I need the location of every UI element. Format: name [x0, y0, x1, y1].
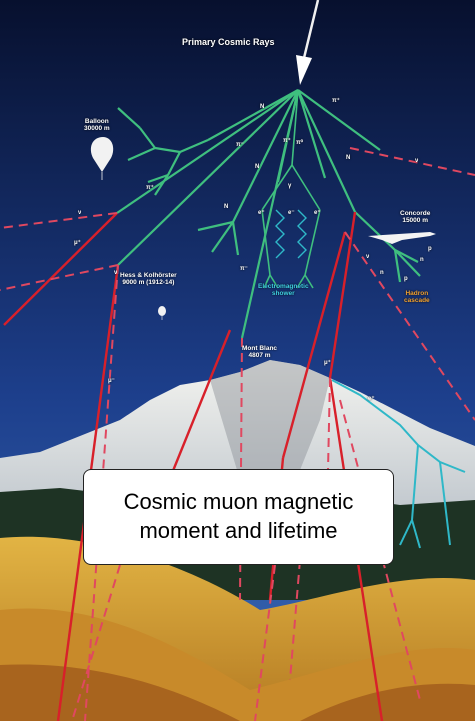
neutron-symbol: n	[420, 257, 424, 263]
hadron-track	[147, 173, 169, 184]
electron-plus-symbol: e⁺	[258, 210, 265, 216]
electron-track	[439, 461, 451, 546]
caption-box: Cosmic muon magnetic moment and lifetime	[83, 469, 394, 565]
hadron-track	[167, 151, 181, 176]
hadron-track	[296, 89, 327, 179]
nucleon-symbol: N	[260, 104, 265, 110]
ground-layer-lower-right	[300, 683, 475, 721]
em-track	[269, 274, 279, 289]
caption-text: Cosmic muon magnetic moment and lifetime	[123, 489, 354, 543]
hadron-track	[354, 211, 396, 251]
hadron-track	[179, 138, 209, 154]
electron-track	[399, 519, 413, 546]
electromagnetic-shower-label: Electromagnetic shower	[258, 283, 309, 298]
em-track	[261, 164, 293, 211]
em-zigzag	[275, 209, 285, 259]
hadron-track	[394, 249, 421, 277]
nucleon-symbol: N	[224, 204, 229, 210]
hadron-track	[211, 221, 234, 253]
electromagnetic-shower-tracks	[261, 89, 321, 289]
hadron-track	[297, 89, 381, 151]
hadron-track	[154, 146, 181, 154]
pion-minus-symbol: π⁻	[240, 266, 248, 272]
neutrino-symbol: ν	[78, 210, 82, 216]
pion-minus-symbol: π⁻	[236, 142, 244, 148]
nucleon-symbol: N	[255, 164, 260, 170]
hadron-track	[231, 221, 240, 256]
pion-plus-symbol: π⁺	[332, 98, 340, 104]
proton-symbol: p	[428, 246, 432, 252]
hadron-track	[394, 249, 419, 263]
hadron-cascade-label: Hadron cascade	[404, 290, 430, 305]
balloon-label: Balloon 30000 m	[84, 118, 110, 133]
pion-plus-symbol: π⁺	[146, 185, 154, 191]
em-track	[304, 209, 321, 276]
hadron-track	[139, 127, 156, 149]
neutrino-track	[327, 377, 331, 471]
hadron-track	[393, 249, 402, 283]
proton-symbol: p	[404, 276, 408, 282]
balloon-hess-icon	[158, 306, 166, 320]
primary-cosmic-ray-arrowhead	[296, 55, 312, 85]
hadron-track	[116, 89, 299, 214]
neutrino-symbol: ν	[415, 158, 419, 164]
electron-plus-symbol: e⁺	[368, 396, 375, 402]
mont-blanc-label: Mont Blanc 4807 m	[242, 345, 278, 360]
hadron-track	[127, 146, 156, 162]
hess-kolhorster-label: Hess & Kolhörster 9000 m (1912-14)	[120, 272, 177, 287]
muon-minus-symbol: μ⁻	[108, 378, 115, 384]
muon-track	[3, 212, 118, 326]
neutrino-symbol: ν	[114, 270, 118, 276]
pion-plus-symbol: π⁺	[283, 138, 291, 144]
electron-shower-tracks	[331, 379, 466, 549]
hadron-track	[207, 89, 299, 141]
neutrino-track	[0, 264, 119, 291]
em-track	[261, 209, 271, 276]
muon-plus-symbol: μ⁺	[74, 240, 81, 246]
em-shower-zigzags	[275, 209, 307, 259]
hadron-track	[297, 89, 356, 213]
em-zigzag	[297, 209, 307, 259]
nucleon-symbol: N	[346, 155, 351, 161]
neutron-symbol: n	[380, 270, 384, 276]
electron-track	[411, 444, 419, 521]
hadron-track	[197, 220, 234, 232]
em-track	[291, 89, 299, 166]
muon-plus-symbol: μ⁺	[324, 360, 331, 366]
hadron-tracks	[116, 89, 421, 339]
balloon-30000m-icon	[90, 137, 114, 180]
neutrino-track	[254, 564, 276, 721]
electron-track	[411, 519, 421, 549]
muon-track	[281, 231, 347, 459]
primary-cosmic-rays-label: Primary Cosmic Rays	[182, 37, 275, 47]
neutrino-track	[289, 559, 301, 681]
concorde-aircraft-icon	[368, 232, 436, 244]
em-track	[291, 164, 321, 211]
hadron-track	[276, 89, 300, 183]
neutrino-symbol: ν	[366, 254, 370, 260]
electron-plus-symbol: e⁺	[314, 210, 321, 216]
em-track	[296, 274, 306, 289]
hadron-track	[154, 174, 169, 196]
neutrino-track	[0, 212, 118, 229]
electron-minus-symbol: e⁻	[288, 210, 295, 216]
neutrino-track	[71, 564, 121, 721]
pion-zero-symbol: π⁰	[296, 140, 303, 146]
hadron-track	[232, 89, 299, 223]
concorde-label: Concorde 15000 m	[400, 210, 431, 225]
hadron-track	[117, 107, 141, 129]
gamma-symbol: γ	[288, 183, 292, 189]
em-track	[304, 274, 314, 289]
hadron-track	[117, 89, 299, 266]
neutrino-track	[344, 231, 475, 421]
muon-track	[328, 211, 357, 379]
neutrino-track	[349, 147, 475, 176]
primary-cosmic-ray-track	[302, 0, 320, 59]
em-track	[263, 274, 271, 289]
